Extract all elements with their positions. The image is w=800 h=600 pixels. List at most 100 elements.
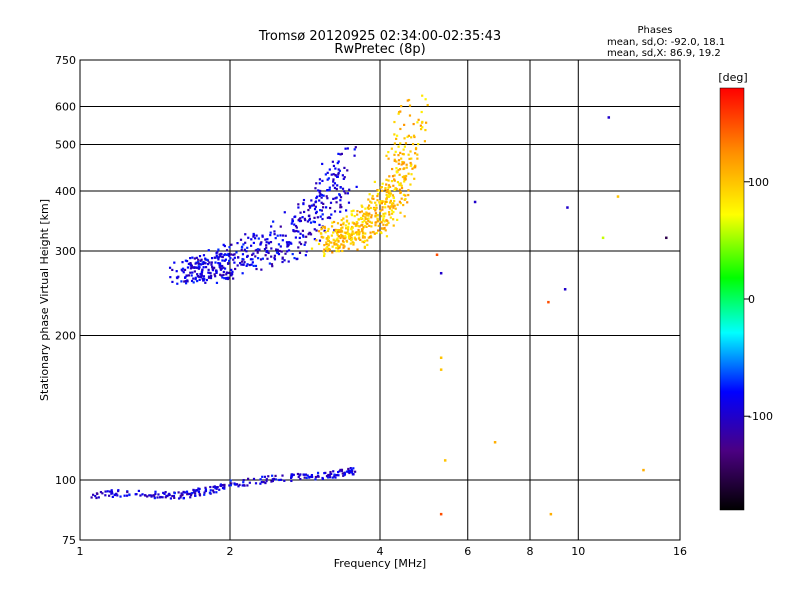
data-point [336, 229, 339, 232]
data-point [252, 241, 255, 245]
data-point [388, 185, 392, 188]
data-point [350, 210, 353, 213]
data-point [197, 267, 200, 270]
data-point [304, 473, 307, 476]
data-point [366, 243, 369, 247]
data-point [214, 269, 218, 272]
data-point [332, 197, 335, 200]
data-point [231, 270, 234, 273]
data-point [197, 490, 201, 494]
data-point [226, 277, 230, 281]
data-point [406, 99, 409, 102]
data-point [365, 217, 368, 221]
data-point [352, 467, 355, 470]
data-point [414, 147, 418, 151]
data-point [326, 197, 329, 200]
data-point [281, 260, 284, 264]
data-point [387, 205, 390, 208]
data-point [339, 206, 342, 209]
data-point [322, 194, 325, 197]
data-point [373, 232, 376, 235]
data-point [279, 225, 282, 228]
data-point [298, 236, 301, 240]
data-point [357, 224, 360, 228]
data-point [197, 265, 200, 268]
data-point [391, 167, 394, 171]
data-point [369, 231, 372, 234]
data-point [325, 247, 328, 250]
data-point [225, 273, 228, 276]
data-point [357, 232, 360, 235]
data-point [385, 193, 388, 197]
data-point [353, 148, 356, 151]
data-point [238, 261, 242, 265]
data-point [273, 254, 276, 257]
data-point [207, 271, 210, 274]
data-point [200, 272, 203, 275]
data-point [399, 110, 402, 113]
data-point [204, 489, 208, 493]
data-point [236, 241, 239, 245]
data-point [201, 262, 204, 265]
data-point [232, 253, 235, 256]
data-point [225, 249, 229, 252]
data-point [343, 471, 346, 474]
data-point [337, 471, 340, 474]
data-point [321, 236, 324, 239]
data-point [313, 208, 317, 211]
data-point [262, 480, 265, 484]
data-point [181, 267, 185, 270]
data-point [187, 274, 190, 277]
data-point [371, 231, 375, 234]
data-point [326, 239, 329, 242]
data-point [154, 492, 157, 496]
data-point [421, 120, 424, 124]
data-point [291, 220, 295, 223]
data-point [337, 235, 340, 238]
x-tick-label: 2 [227, 545, 234, 558]
data-point [395, 160, 398, 163]
data-point [360, 210, 364, 213]
data-point [380, 200, 384, 203]
data-point [389, 216, 392, 219]
data-point [361, 205, 364, 208]
data-point [229, 253, 233, 256]
data-point [303, 476, 306, 479]
data-point [392, 184, 395, 187]
data-point [616, 195, 620, 198]
data-point [391, 202, 394, 205]
data-point [192, 491, 196, 494]
data-point [247, 477, 250, 480]
data-point [329, 472, 332, 475]
data-point [374, 215, 377, 218]
data-point [197, 275, 200, 278]
data-point [393, 204, 396, 207]
data-point [327, 476, 330, 479]
data-point [354, 224, 357, 228]
y-axis-label: Stationary phase Virtual Height [km] [38, 199, 51, 401]
data-point [347, 234, 351, 237]
data-point [327, 473, 330, 477]
data-point [375, 231, 378, 235]
data-point [307, 233, 310, 236]
y-tick-label: 500 [55, 139, 76, 152]
data-point [350, 228, 353, 231]
data-point [203, 261, 206, 264]
data-point [326, 249, 329, 252]
data-point [335, 238, 338, 241]
data-point [354, 146, 357, 149]
data-point [259, 258, 263, 261]
data-point [411, 142, 415, 146]
data-point [180, 280, 183, 283]
data-point [333, 475, 336, 478]
data-point [321, 213, 324, 216]
data-point [327, 247, 331, 251]
data-point [409, 161, 412, 165]
data-point [264, 254, 267, 257]
data-point [189, 271, 192, 274]
data-point [414, 146, 418, 150]
data-point [329, 201, 333, 204]
y-tick-label: 600 [55, 101, 76, 114]
data-point [390, 209, 394, 212]
x-tick-label: 6 [464, 545, 471, 558]
